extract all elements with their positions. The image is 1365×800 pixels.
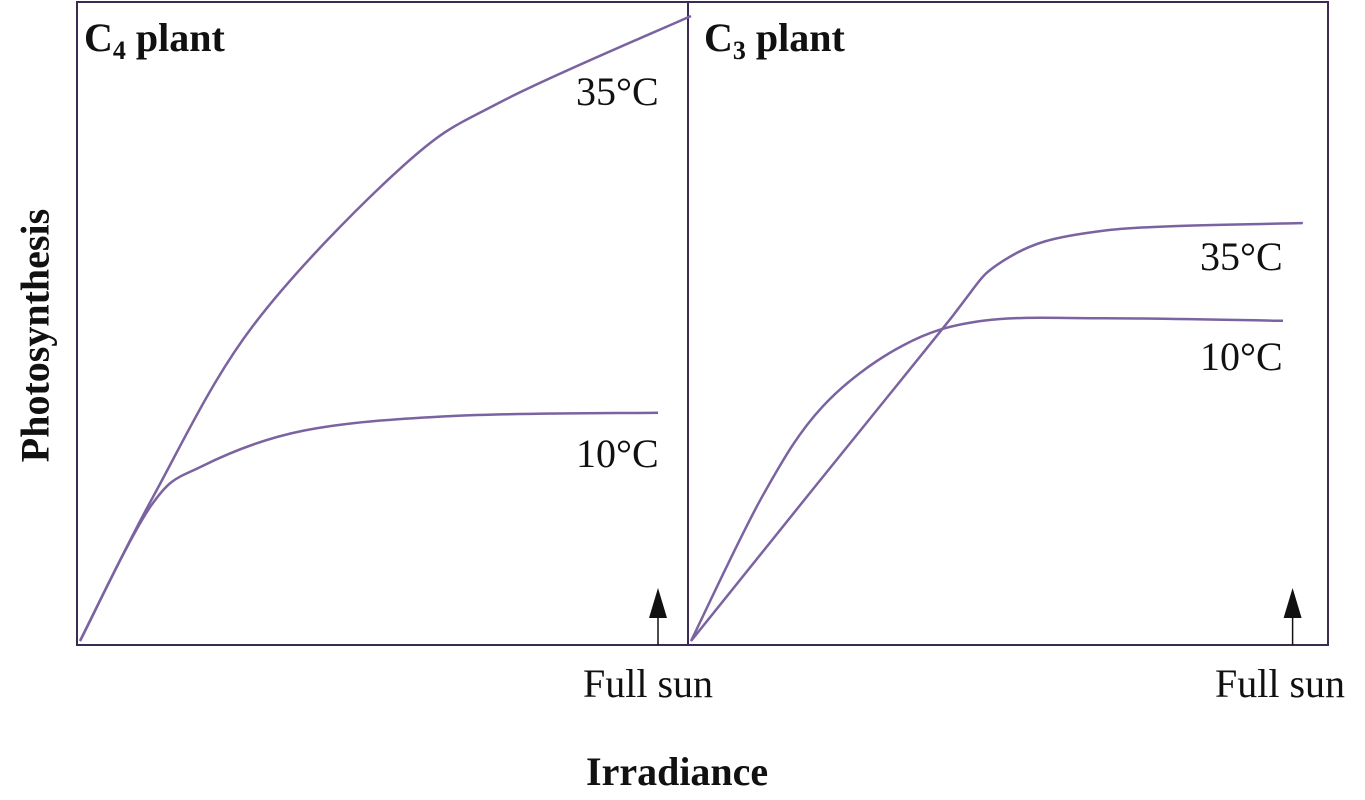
full-sun-arrow-icon-1	[1283, 588, 1302, 618]
label-c3-35c: 35°C	[1200, 234, 1283, 279]
panel-title-c4: C4 plant	[84, 14, 225, 66]
full-sun-label-c4: Full sun	[583, 661, 714, 706]
curve-panel1-series0	[690, 221, 1303, 642]
y-axis-label: Photosynthesis	[12, 208, 58, 463]
title-rest: plant	[745, 15, 845, 60]
x-axis-label: Irradiance	[586, 749, 769, 794]
label-c4-10c: 10°C	[576, 431, 659, 476]
label-c3-10c: 10°C	[1200, 334, 1283, 379]
title-sub: 3	[732, 36, 746, 65]
panel-title-c3: C3 plant	[704, 14, 845, 66]
curve-panel0-series0	[78, 14, 692, 642]
title-main: C	[704, 15, 733, 60]
title-rest: plant	[125, 15, 225, 60]
full-sun-label-c3: Full sun	[1215, 661, 1346, 706]
curve-panel0-series1	[78, 411, 659, 642]
title-sub: 4	[112, 36, 126, 65]
full-sun-arrow-icon-0	[649, 588, 668, 618]
plot-frame	[76, 1, 1329, 646]
curve-panel1-series1	[689, 316, 1284, 642]
title-main: C	[84, 15, 113, 60]
label-c4-35c: 35°C	[576, 69, 659, 114]
